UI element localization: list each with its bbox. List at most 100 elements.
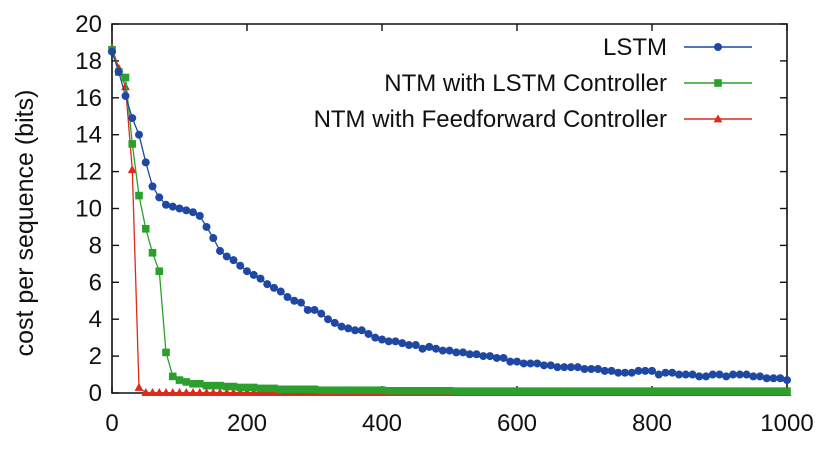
data-point-ntm-with-lstm-controller bbox=[695, 387, 704, 395]
data-point-ntm-with-feedforward-controller bbox=[154, 388, 164, 397]
data-point-lstm bbox=[432, 344, 440, 353]
data-point-ntm-with-lstm-controller bbox=[553, 387, 562, 395]
data-point-ntm-with-lstm-controller bbox=[384, 386, 393, 395]
data-point-ntm-with-lstm-controller bbox=[364, 386, 373, 395]
data-point-ntm-with-lstm-controller bbox=[155, 267, 164, 276]
data-point-lstm bbox=[357, 326, 366, 335]
data-point-lstm bbox=[769, 374, 778, 383]
data-point-lstm bbox=[749, 372, 758, 381]
data-point-lstm bbox=[182, 206, 191, 215]
data-point-lstm bbox=[607, 366, 616, 375]
data-point-ntm-with-lstm-controller bbox=[411, 386, 420, 395]
data-point-lstm bbox=[283, 293, 292, 302]
data-point-lstm bbox=[648, 366, 656, 375]
data-point-lstm bbox=[114, 67, 123, 76]
data-point-lstm bbox=[675, 370, 683, 379]
data-point-ntm-with-lstm-controller bbox=[614, 387, 623, 395]
data-point-ntm-with-lstm-controller bbox=[283, 385, 292, 394]
data-point-ntm-with-lstm-controller bbox=[189, 379, 197, 388]
data-point-ntm-with-feedforward-controller bbox=[188, 388, 198, 397]
legend-label: NTM with LSTM Controller bbox=[384, 70, 667, 97]
data-point-ntm-with-feedforward-controller bbox=[168, 388, 178, 397]
data-point-lstm bbox=[236, 261, 245, 270]
x-axis-ticks: 0 200 400 600 800 1000 bbox=[105, 24, 814, 437]
data-point-ntm-with-lstm-controller bbox=[499, 387, 508, 395]
data-point-ntm-with-lstm-controller bbox=[276, 385, 285, 394]
data-point-lstm bbox=[371, 333, 380, 342]
data-point-ntm-with-lstm-controller bbox=[675, 387, 683, 395]
data-point-ntm-with-feedforward-controller bbox=[141, 388, 151, 397]
legend-marker-ntm-with-lstm-controller bbox=[714, 79, 722, 87]
legend-marker-ntm-with-feedforward-controller bbox=[713, 114, 723, 123]
data-point-ntm-with-lstm-controller bbox=[141, 224, 150, 233]
data-point-lstm bbox=[128, 114, 137, 123]
x-tick-label: 400 bbox=[362, 410, 402, 437]
legend-item-ntm-with-feedforward-controller: NTM with Feedforward Controller bbox=[314, 106, 752, 133]
data-point-ntm-with-lstm-controller bbox=[749, 387, 758, 395]
data-point-lstm bbox=[344, 324, 353, 333]
data-point-lstm bbox=[695, 372, 704, 381]
data-point-lstm bbox=[715, 370, 724, 379]
data-point-ntm-with-lstm-controller bbox=[310, 385, 319, 394]
data-point-lstm bbox=[249, 270, 258, 279]
data-point-ntm-with-lstm-controller bbox=[573, 387, 582, 395]
series-line-lstm bbox=[111, 51, 788, 381]
data-point-ntm-with-lstm-controller bbox=[641, 387, 650, 395]
data-point-ntm-with-lstm-controller bbox=[526, 387, 535, 395]
data-point-ntm-with-feedforward-controller bbox=[175, 388, 184, 397]
data-point-lstm bbox=[587, 365, 596, 374]
data-point-ntm-with-lstm-controller bbox=[398, 386, 407, 395]
data-point-ntm-with-lstm-controller bbox=[776, 387, 785, 395]
y-axis-ticks: 0 2 4 6 8 10 12 14 16 18 20 bbox=[75, 11, 787, 407]
data-point-lstm bbox=[668, 368, 677, 377]
data-point-lstm bbox=[398, 339, 407, 348]
data-point-lstm bbox=[641, 366, 650, 375]
data-point-ntm-with-lstm-controller bbox=[357, 386, 366, 395]
data-point-ntm-with-feedforward-controller bbox=[235, 388, 245, 397]
data-point-lstm bbox=[243, 267, 251, 276]
data-point-ntm-with-lstm-controller bbox=[175, 376, 184, 384]
data-point-ntm-with-lstm-controller bbox=[479, 387, 488, 395]
data-point-lstm bbox=[600, 366, 609, 375]
data-point-lstm bbox=[263, 280, 272, 289]
data-point-lstm bbox=[513, 357, 521, 366]
data-point-ntm-with-lstm-controller bbox=[236, 383, 245, 392]
x-tick-label: 800 bbox=[632, 410, 672, 437]
x-tick-label: 1000 bbox=[760, 410, 813, 437]
legend-item-ntm-with-lstm-controller: NTM with LSTM Controller bbox=[384, 70, 752, 97]
data-point-ntm-with-lstm-controller bbox=[688, 387, 697, 395]
data-point-ntm-with-lstm-controller bbox=[540, 387, 548, 395]
series-group bbox=[107, 43, 792, 397]
data-point-ntm-with-feedforward-controller bbox=[134, 382, 144, 391]
data-point-lstm bbox=[121, 91, 130, 100]
data-point-lstm bbox=[297, 298, 305, 307]
data-point-ntm-with-lstm-controller bbox=[425, 386, 434, 395]
data-point-lstm bbox=[330, 318, 339, 327]
x-tick-label: 600 bbox=[497, 410, 537, 437]
data-point-ntm-with-lstm-controller bbox=[243, 383, 251, 392]
data-point-ntm-with-lstm-controller bbox=[627, 387, 636, 395]
data-point-lstm bbox=[276, 287, 285, 296]
data-point-ntm-with-lstm-controller bbox=[600, 387, 609, 395]
data-point-lstm bbox=[209, 234, 218, 243]
data-point-ntm-with-lstm-controller bbox=[162, 348, 170, 357]
data-point-lstm bbox=[661, 368, 670, 377]
data-point-lstm bbox=[479, 352, 488, 361]
x-tick-label: 200 bbox=[227, 410, 267, 437]
data-point-ntm-with-feedforward-controller bbox=[222, 388, 232, 397]
data-point-ntm-with-lstm-controller bbox=[742, 387, 751, 395]
data-point-lstm bbox=[762, 374, 771, 383]
data-point-ntm-with-lstm-controller bbox=[195, 379, 204, 388]
data-point-lstm bbox=[621, 368, 629, 377]
data-point-lstm bbox=[526, 359, 535, 368]
data-point-ntm-with-lstm-controller bbox=[168, 372, 177, 381]
data-point-ntm-with-feedforward-controller bbox=[127, 165, 137, 174]
data-point-lstm bbox=[290, 296, 299, 305]
data-point-ntm-with-lstm-controller bbox=[735, 387, 744, 395]
data-point-lstm bbox=[222, 252, 231, 261]
data-point-lstm bbox=[189, 208, 197, 217]
data-point-lstm bbox=[722, 372, 731, 381]
data-point-lstm bbox=[506, 357, 515, 366]
data-point-ntm-with-lstm-controller bbox=[182, 378, 191, 386]
